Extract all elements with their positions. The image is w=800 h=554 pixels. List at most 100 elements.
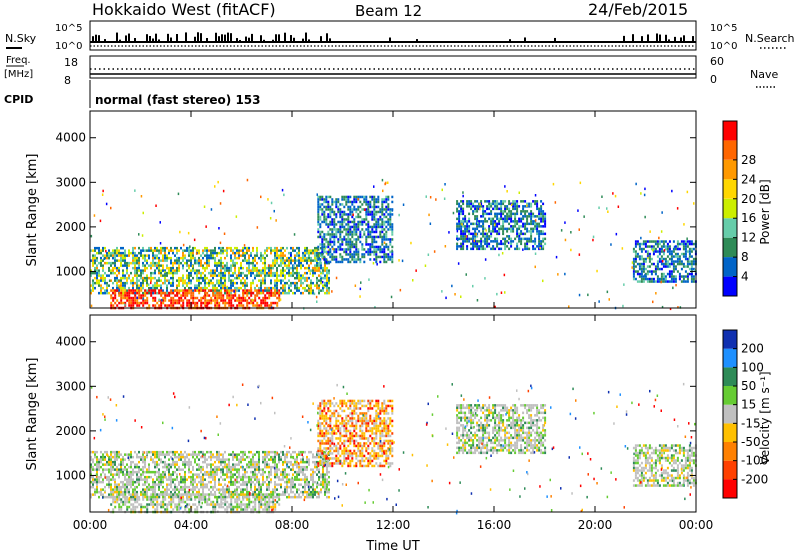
velocity-echo-field	[90, 382, 697, 515]
x-tick-label: 00:00	[679, 518, 714, 532]
y-tick-label: 1000	[55, 468, 86, 482]
colorbar-swatch	[723, 140, 737, 160]
colorbar-tick-label: 50	[741, 379, 756, 393]
noise-spike	[320, 36, 322, 42]
colorbar-swatch	[723, 237, 737, 258]
colorbar-swatch	[723, 179, 737, 199]
noise-spike	[248, 37, 250, 42]
noise-spike	[647, 34, 649, 42]
x-tick-label: 00:00	[73, 518, 108, 532]
colorbar-tick-label: -100	[741, 454, 768, 468]
noise-spike	[125, 35, 127, 42]
velocity-colorbar: 200 100 50 15 -15 -50 -100 -200	[722, 329, 768, 499]
noise-spike	[152, 38, 154, 42]
noise-spike	[275, 34, 277, 42]
colorbar-tick-label: 16	[741, 211, 756, 225]
colorbar-swatch	[723, 159, 737, 180]
noise-spike	[116, 32, 118, 42]
noise-spike	[245, 36, 247, 42]
noise-spike	[98, 35, 100, 42]
noise-spike	[236, 38, 238, 42]
freq-tick-bottom: 8	[64, 74, 71, 87]
colorbar-swatch	[723, 348, 737, 368]
colorbar-swatch	[723, 460, 737, 480]
noise-spike	[194, 36, 196, 42]
echo-region-3	[456, 404, 547, 455]
y-tick-label: 4000	[55, 131, 86, 145]
noise-spike	[104, 39, 106, 42]
x-tick-label: 08:00	[275, 518, 310, 532]
noise-spike	[230, 33, 232, 42]
echo-region-4	[632, 240, 697, 283]
noise-spike	[632, 34, 634, 42]
noise-spike	[146, 34, 148, 42]
freq-tick-top: 18	[64, 56, 78, 69]
power-colorbar: 4 8 12 16 20 24 28	[722, 120, 756, 297]
noise-spike	[224, 34, 226, 42]
noise-spike	[272, 39, 274, 42]
colorbar-tick-label: -50	[741, 435, 761, 449]
noise-spike	[509, 39, 511, 42]
y-tick-label: 3000	[55, 175, 86, 189]
date-label: 24/Feb/2015	[588, 0, 688, 19]
colorbar-swatch	[723, 218, 737, 238]
noise-tick-right-top: 10^5	[710, 23, 737, 34]
x-tick-label: 16:00	[477, 518, 512, 532]
colorbar-frame	[722, 329, 738, 499]
colorbar-swatch	[723, 423, 737, 442]
noise-spike	[227, 32, 229, 42]
echo-region-4	[632, 444, 697, 487]
velocity-ylabel: Slant Range [km]	[25, 358, 40, 471]
noise-spike	[554, 37, 556, 42]
noise-spike	[215, 32, 217, 42]
freq-unit: [MHz]	[4, 69, 33, 80]
colorbar-tick-label: 20	[741, 192, 756, 206]
noise-spike	[641, 36, 643, 42]
noise-spike	[329, 38, 331, 42]
noise-spike	[260, 35, 262, 42]
colorbar-swatch	[723, 404, 737, 424]
cpid-label: CPID	[4, 93, 33, 106]
colorbar-tick-label: 8	[741, 250, 749, 264]
noise-spike	[683, 35, 685, 42]
power-ylabel: Slant Range [km]	[25, 154, 40, 267]
noise-spike	[692, 36, 694, 42]
noise-spike	[251, 33, 253, 42]
freq-panel-frame	[89, 55, 697, 79]
colorbar-tick-label: -15	[741, 416, 761, 430]
freq-label: Freq.	[6, 55, 31, 66]
noise-spike	[308, 39, 310, 42]
noise-spike	[221, 34, 223, 42]
colorbar-tick-label: 28	[741, 153, 756, 167]
noise-spike	[158, 39, 160, 42]
beam-label: Beam 12	[355, 2, 422, 20]
x-tick-label: 12:00	[376, 518, 411, 532]
colorbar-tick-label: 4	[741, 270, 749, 284]
x-tick-label: 04:00	[174, 518, 209, 532]
y-tick-label: 4000	[55, 335, 86, 349]
y-tick-label: 3000	[55, 379, 86, 393]
noise-spike	[263, 39, 265, 42]
noise-spike	[170, 37, 172, 42]
noise-spike	[326, 33, 328, 42]
noise-spike	[176, 34, 178, 42]
noise-spike	[656, 33, 658, 42]
noise-spike	[200, 33, 202, 42]
noise-spike	[278, 34, 280, 42]
time-axis-label: Time UT	[365, 539, 419, 554]
colorbar-tick-label: 200	[741, 342, 764, 356]
y-tick-label: 2000	[55, 220, 86, 234]
noise-spike	[239, 39, 241, 42]
noise-spike	[95, 34, 97, 42]
noise-spike	[665, 34, 667, 42]
noise-traces	[90, 32, 696, 47]
noise-spike	[389, 37, 391, 42]
noise-spike	[167, 33, 169, 42]
colorbar-swatch	[723, 367, 737, 386]
velocity-panel: 1000 2000 3000 4000 00:00 04:00 08:00 12:00 16:0…	[25, 314, 772, 554]
echo-region-3	[456, 200, 547, 251]
noise-spike	[416, 39, 418, 42]
nsearch-label: N.Search	[745, 32, 795, 45]
noise-tick-right-bottom: 10^0	[710, 41, 737, 52]
